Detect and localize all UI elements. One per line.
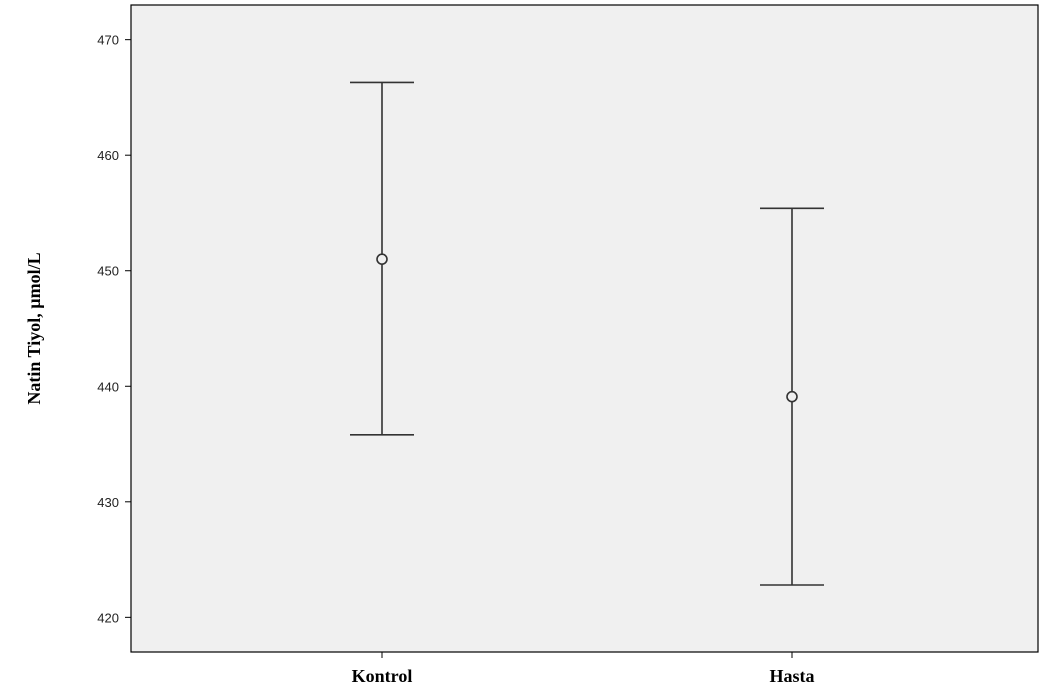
y-axis: 420 430 440 450 460 470 (97, 33, 131, 625)
plot-area (130, 4, 1039, 653)
y-tick-label: 470 (97, 33, 119, 48)
x-tick-label: Hasta (770, 666, 815, 686)
y-tick-label: 450 (97, 264, 119, 279)
x-tick-label: Kontrol (352, 666, 413, 686)
error-bars (350, 81, 824, 586)
y-tick-label: 420 (97, 610, 119, 625)
mean-marker (786, 390, 798, 403)
mean-marker (376, 253, 388, 265)
y-tick-label: 460 (97, 148, 119, 163)
y-axis-title: Natin Tiyol, µmol/L (24, 252, 44, 404)
x-axis: Kontrol Hasta (352, 652, 815, 686)
y-tick-label: 430 (97, 495, 119, 510)
y-tick-label: 440 (97, 379, 119, 394)
